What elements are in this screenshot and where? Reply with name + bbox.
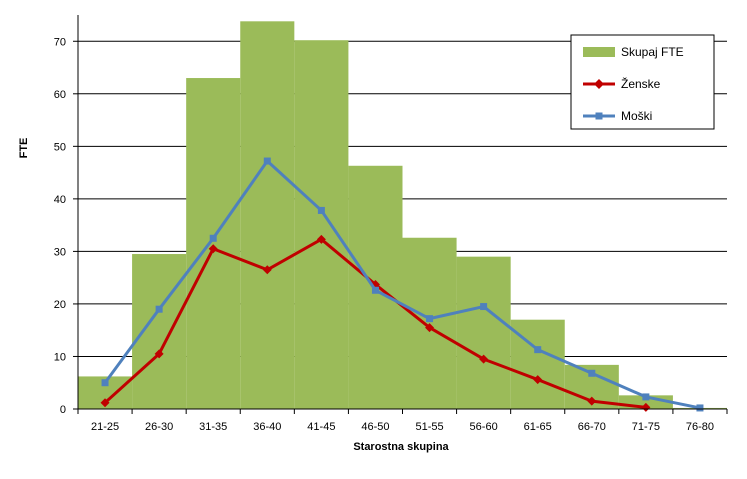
x-tick-label: 31-35 — [199, 421, 227, 433]
point-marker — [479, 354, 489, 364]
line-series — [100, 157, 704, 412]
point-marker — [696, 404, 704, 412]
point-marker — [317, 206, 325, 214]
point-marker — [262, 265, 272, 275]
bar-36-40 — [240, 21, 295, 409]
legend-label: Ženske — [621, 76, 661, 91]
legend-item-Ženske: Ženske — [583, 76, 661, 91]
x-tick-label: 56-60 — [470, 421, 498, 433]
point-marker — [587, 396, 597, 406]
bar-series — [78, 21, 727, 409]
y-tick-label: 20 — [54, 299, 66, 311]
point-marker — [209, 234, 217, 242]
point-marker — [534, 346, 542, 354]
x-tick-label: 76-80 — [686, 421, 714, 433]
legend-item-Moški: Moški — [583, 109, 652, 123]
legend: Skupaj FTE Ženske Moški — [570, 34, 715, 130]
x-tick-label: 61-65 — [524, 421, 552, 433]
bar-26-30 — [132, 254, 187, 409]
point-marker — [371, 286, 379, 294]
point-marker — [155, 305, 163, 313]
point-marker — [480, 303, 488, 311]
x-axis-title: Starostna skupina — [353, 441, 449, 453]
y-tick-label: 40 — [54, 194, 66, 206]
legend-swatch — [583, 47, 615, 57]
point-marker — [642, 393, 650, 401]
y-tick-label: 50 — [54, 141, 66, 153]
x-tick-label: 51-55 — [415, 421, 443, 433]
point-marker — [100, 398, 110, 408]
x-tick-label: 26-30 — [145, 421, 173, 433]
x-tick-label: 21-25 — [91, 421, 119, 433]
point-marker — [263, 157, 271, 165]
x-tick-label: 66-70 — [578, 421, 606, 433]
y-tick-label: 60 — [54, 89, 66, 101]
point-marker — [208, 244, 218, 254]
legend-marker — [595, 112, 603, 120]
point-marker — [101, 379, 109, 387]
x-tick-label: 46-50 — [361, 421, 389, 433]
legend-item-Skupaj FTE: Skupaj FTE — [583, 45, 684, 59]
legend-marker — [594, 79, 604, 89]
point-marker — [426, 315, 434, 323]
point-marker — [588, 369, 596, 377]
point-marker — [154, 349, 164, 359]
y-tick-label: 70 — [54, 36, 66, 48]
line-Moški — [103, 159, 701, 410]
y-axis-title: FTE — [18, 138, 30, 159]
point-marker — [425, 323, 435, 333]
point-marker — [641, 402, 651, 412]
legend-label: Moški — [621, 109, 652, 123]
legend-label: Skupaj FTE — [621, 45, 684, 59]
x-tick-labels: 21-25 26-30 31-35 36-40 41-45 46-50 51-55 56-60… — [91, 421, 714, 433]
bar-56-60 — [456, 256, 511, 409]
y-tick-label: 10 — [54, 351, 66, 363]
y-tick-labels: 0 10 20 30 40 50 60 70 — [54, 36, 66, 416]
y-tick-label: 0 — [60, 404, 66, 416]
x-tick-label: 41-45 — [307, 421, 335, 433]
y-tick-label: 30 — [54, 246, 66, 258]
axes — [73, 15, 728, 414]
x-tick-label: 36-40 — [253, 421, 281, 433]
bar-31-35 — [186, 78, 241, 409]
bar-41-45 — [294, 40, 349, 409]
point-marker — [533, 375, 543, 385]
x-tick-label: 71-75 — [632, 421, 660, 433]
point-marker — [316, 234, 326, 244]
